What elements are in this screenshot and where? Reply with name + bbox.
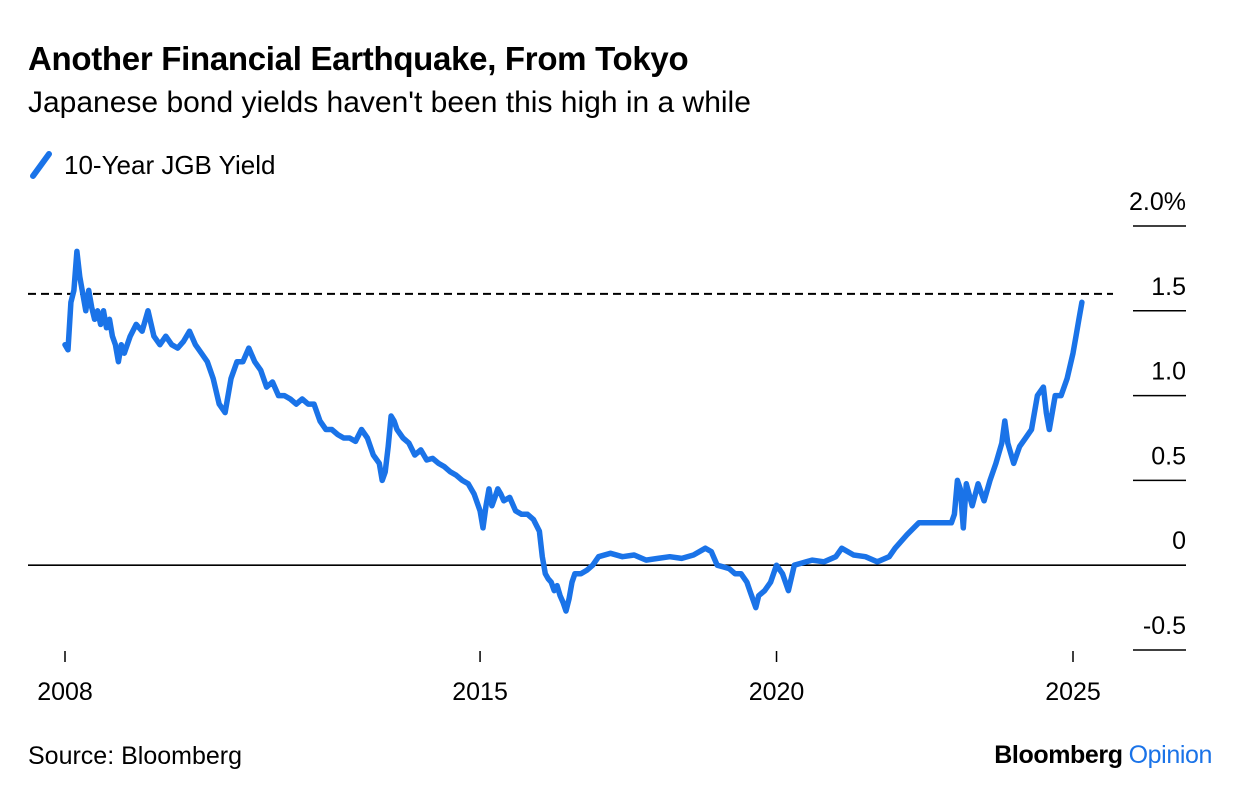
x-tick-label: 2008 (37, 678, 93, 706)
y-tick-label: 0 (1172, 527, 1186, 555)
brand-primary: Bloomberg (994, 741, 1123, 769)
x-tick-label: 2025 (1045, 678, 1101, 706)
source-note: Source: Bloomberg (28, 742, 243, 770)
y-tick-label: 0.5 (1151, 442, 1186, 470)
legend-swatch (30, 151, 52, 179)
series-line-jgb-yield (62, 248, 1085, 614)
y-tick-label: -0.5 (1143, 612, 1186, 640)
y-tick-label: 1.0 (1151, 358, 1186, 386)
y-tick-label: 1.5 (1151, 273, 1186, 301)
chart-subtitle: Japanese bond yields haven't been this h… (28, 86, 751, 119)
brand-secondary: Opinion (1128, 741, 1213, 769)
y-tick-label: 2.0% (1129, 188, 1186, 216)
chart-title: Another Financial Earthquake, From Tokyo (28, 40, 689, 77)
x-tick-label: 2020 (749, 678, 805, 706)
chart-legend: 10-Year JGB Yield (28, 148, 276, 182)
brand-logo: Bloomberg Opinion (994, 741, 1212, 770)
legend-label: 10-Year JGB Yield (64, 149, 276, 180)
x-tick-label: 2015 (452, 678, 508, 706)
